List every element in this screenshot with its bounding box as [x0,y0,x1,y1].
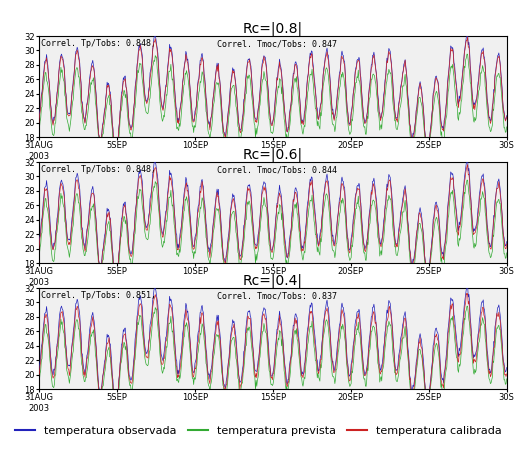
Legend: temperatura observada, temperatura prevista, temperatura calibrada: temperatura observada, temperatura previ… [11,421,506,440]
Title: Rc=|0.6|: Rc=|0.6| [242,148,303,162]
Text: Correl. Tp/Tobs: 0.848,: Correl. Tp/Tobs: 0.848, [41,165,156,174]
Text: Correl. Tp/Tobs: 0.851,: Correl. Tp/Tobs: 0.851, [41,291,156,300]
Text: Correl. Tmoc/Tobs: 0.844: Correl. Tmoc/Tobs: 0.844 [217,165,337,174]
Title: Rc=|0.4|: Rc=|0.4| [242,274,303,288]
Text: Correl. Tmoc/Tobs: 0.847: Correl. Tmoc/Tobs: 0.847 [217,39,337,48]
Title: Rc=|0.8|: Rc=|0.8| [242,22,303,36]
Text: Correl. Tmoc/Tobs: 0.837: Correl. Tmoc/Tobs: 0.837 [217,291,337,300]
Text: Correl. Tp/Tobs: 0.848,: Correl. Tp/Tobs: 0.848, [41,39,156,48]
